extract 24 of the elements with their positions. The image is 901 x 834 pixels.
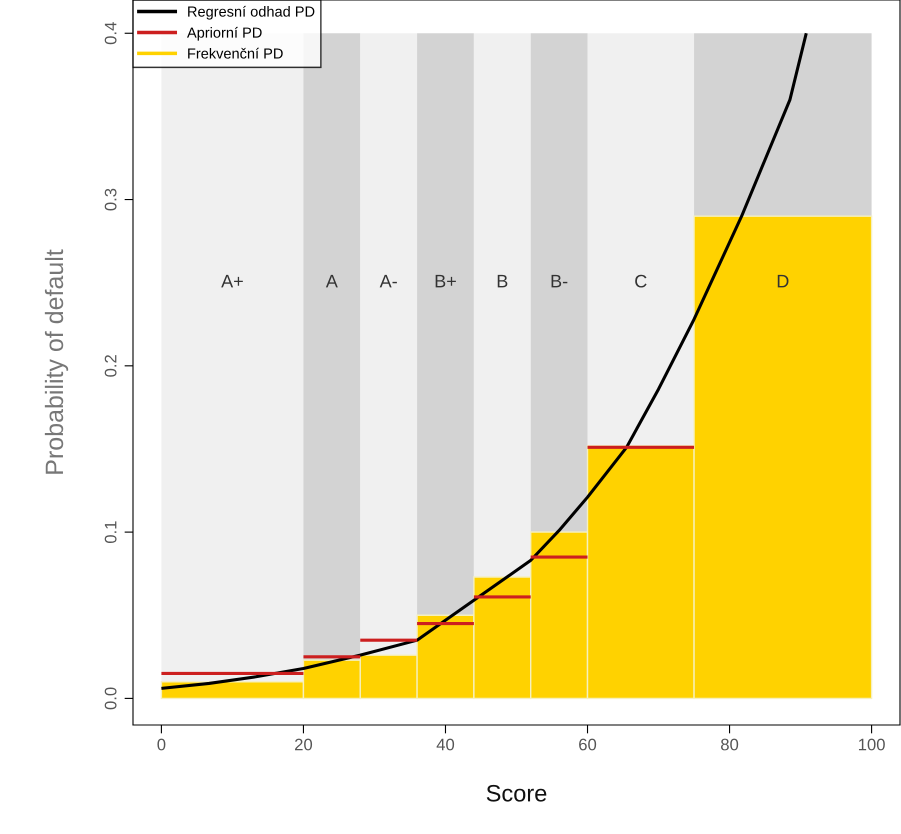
- legend-label: Regresní odhad PD: [188, 6, 314, 20]
- x-tick-label: 80: [721, 738, 738, 750]
- band-label: B: [498, 274, 508, 288]
- x-axis-title: Score: [486, 784, 546, 802]
- legend-label: Apriorní PD: [186, 26, 262, 41]
- y-tick-label: 0.4: [104, 22, 117, 44]
- band-label: A-: [380, 274, 397, 288]
- band-label: B+: [436, 274, 456, 288]
- band-label: D: [778, 274, 788, 288]
- x-tick-label: 100: [858, 738, 885, 750]
- y-axis-title: Probability of default: [44, 249, 68, 474]
- band-label: A+: [221, 274, 243, 288]
- x-tick-label: 40: [436, 738, 454, 750]
- band-label: A: [326, 274, 338, 288]
- y-tick-label: 0.1: [104, 521, 117, 544]
- y-tick-label: 0.2: [104, 355, 117, 377]
- y-tick-label: 0.3: [104, 188, 117, 210]
- legend-label: Frekvenční PD: [188, 48, 283, 59]
- x-tick-label: 0: [157, 738, 166, 750]
- x-tick-label: 60: [579, 738, 596, 750]
- band-label: B-: [552, 274, 568, 288]
- band-label: C: [635, 274, 647, 288]
- x-tick-label: 20: [295, 738, 312, 750]
- y-tick-label: 0.0: [104, 687, 117, 710]
